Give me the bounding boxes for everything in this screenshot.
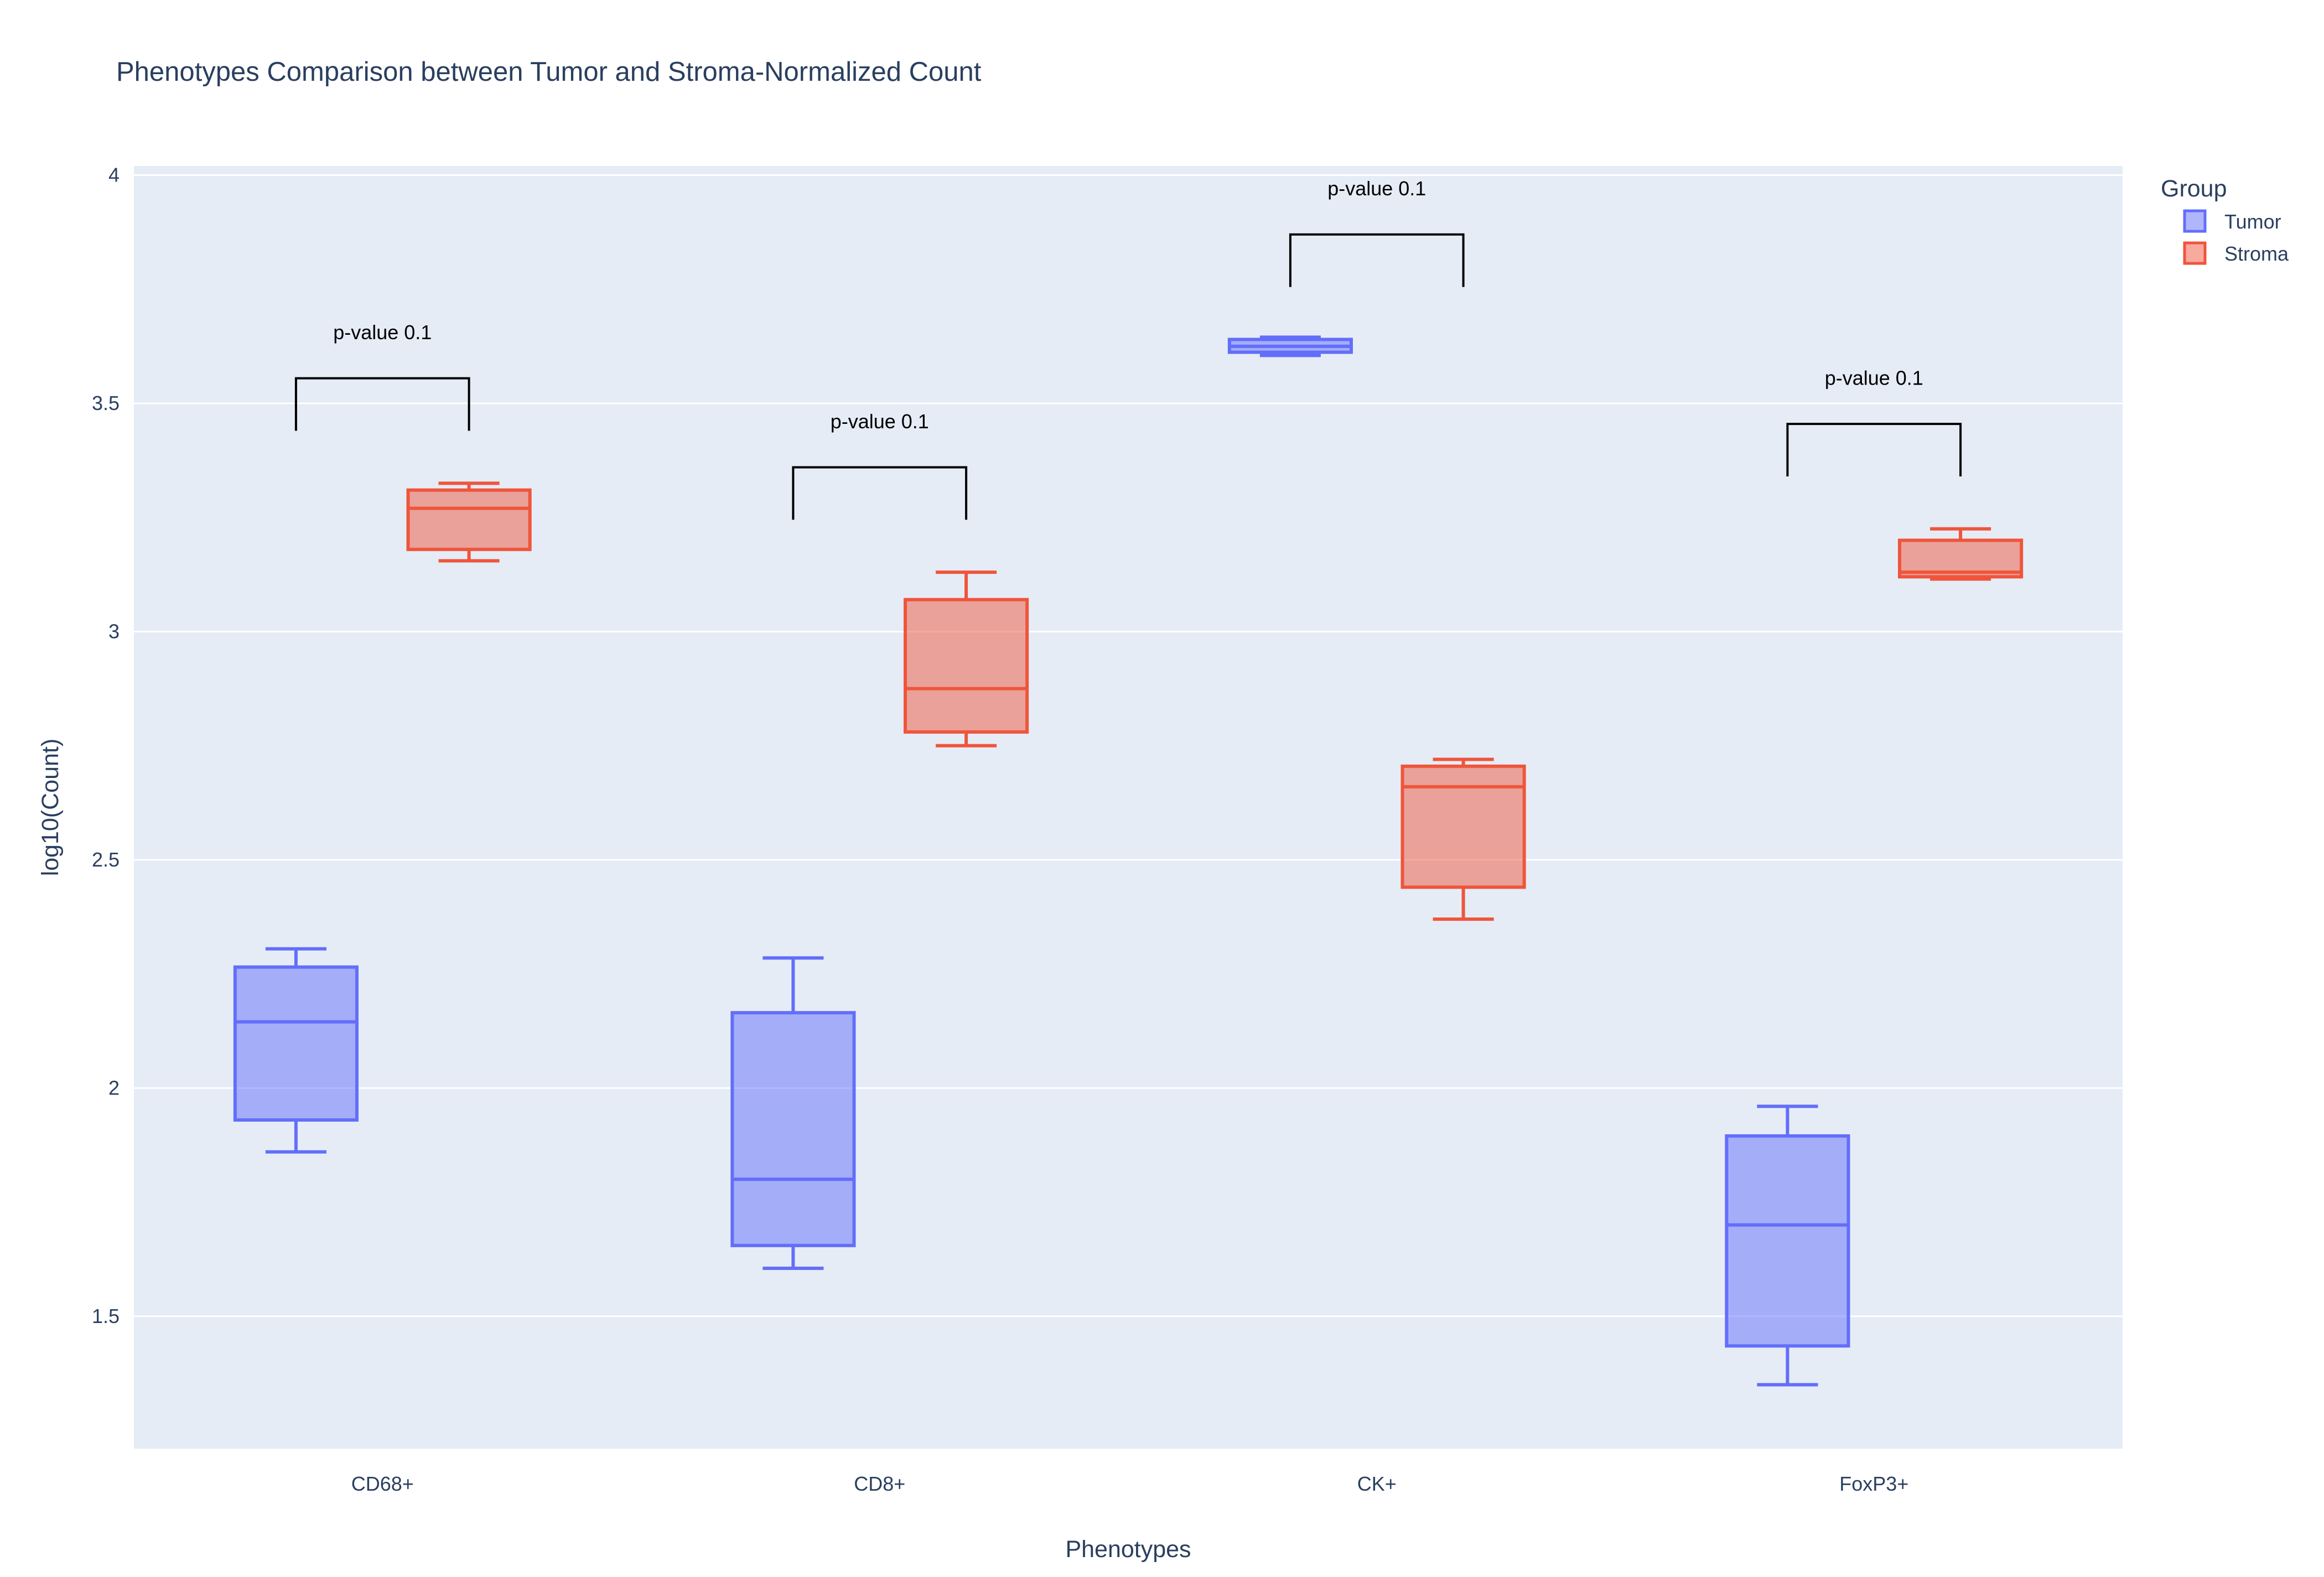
iqr-box	[730, 1011, 856, 1247]
legend-swatch-stroma	[2183, 241, 2207, 265]
box-stroma-0	[406, 481, 532, 563]
y-tick-label: 3	[108, 620, 120, 642]
legend-label-tumor: Tumor	[2224, 210, 2281, 233]
y-tick-label: 1.5	[92, 1305, 120, 1327]
grid-lines	[134, 174, 2123, 1317]
significance-bracket	[1289, 233, 1465, 287]
legend-label-stroma: Stroma	[2224, 242, 2289, 265]
significance-bracket	[792, 466, 968, 520]
p-value-label: p-value 0.1	[831, 410, 929, 433]
x-tick-label: CD68+	[351, 1472, 414, 1495]
y-tick-label: 3.5	[92, 392, 120, 414]
p-value-annotations: p-value 0.1 p-value 0.1 p-value 0.1 p-value…	[294, 177, 1962, 520]
x-tick-label: CK+	[1357, 1472, 1397, 1495]
iqr-box	[1400, 764, 1526, 889]
box-tumor-0	[233, 947, 359, 1154]
significance-bracket	[294, 377, 470, 431]
legend-title: Group	[2161, 175, 2227, 202]
axes: 1.5 2 2.5 3 3.5 4 CD68+ CD8+ CK+ FoxP3+	[92, 163, 1908, 1495]
box-stroma-2	[1400, 758, 1526, 921]
significance-bracket	[1786, 423, 1962, 476]
iqr-box	[1725, 1134, 1850, 1348]
legend: Group Tumor Stroma	[2161, 175, 2289, 265]
iqr-box	[233, 965, 359, 1122]
x-tick-label: FoxP3+	[1839, 1472, 1908, 1495]
box-stroma-1	[904, 570, 1029, 748]
iqr-box	[406, 488, 532, 551]
p-value-label: p-value 0.1	[1825, 367, 1923, 390]
box-stroma-3	[1898, 527, 2024, 581]
iqr-box	[904, 598, 1029, 734]
y-tick-label: 4	[108, 163, 120, 186]
p-value-label: p-value 0.1	[1327, 177, 1426, 200]
box-tumor-1	[730, 956, 856, 1270]
y-axis-title: log10(Count)	[37, 739, 64, 876]
x-tick-label: CD8+	[854, 1472, 905, 1495]
legend-swatch-tumor	[2183, 209, 2207, 233]
y-tick-label: 2.5	[92, 848, 120, 871]
box-tumor-3	[1725, 1104, 1850, 1387]
box-tumor-2	[1227, 335, 1353, 357]
box-traces	[233, 335, 2024, 1387]
chart-title: Phenotypes Comparison between Tumor and …	[116, 57, 982, 87]
x-axis-title: Phenotypes	[1065, 1536, 1191, 1563]
y-tick-label: 2	[108, 1076, 120, 1099]
p-value-label: p-value 0.1	[333, 321, 432, 344]
